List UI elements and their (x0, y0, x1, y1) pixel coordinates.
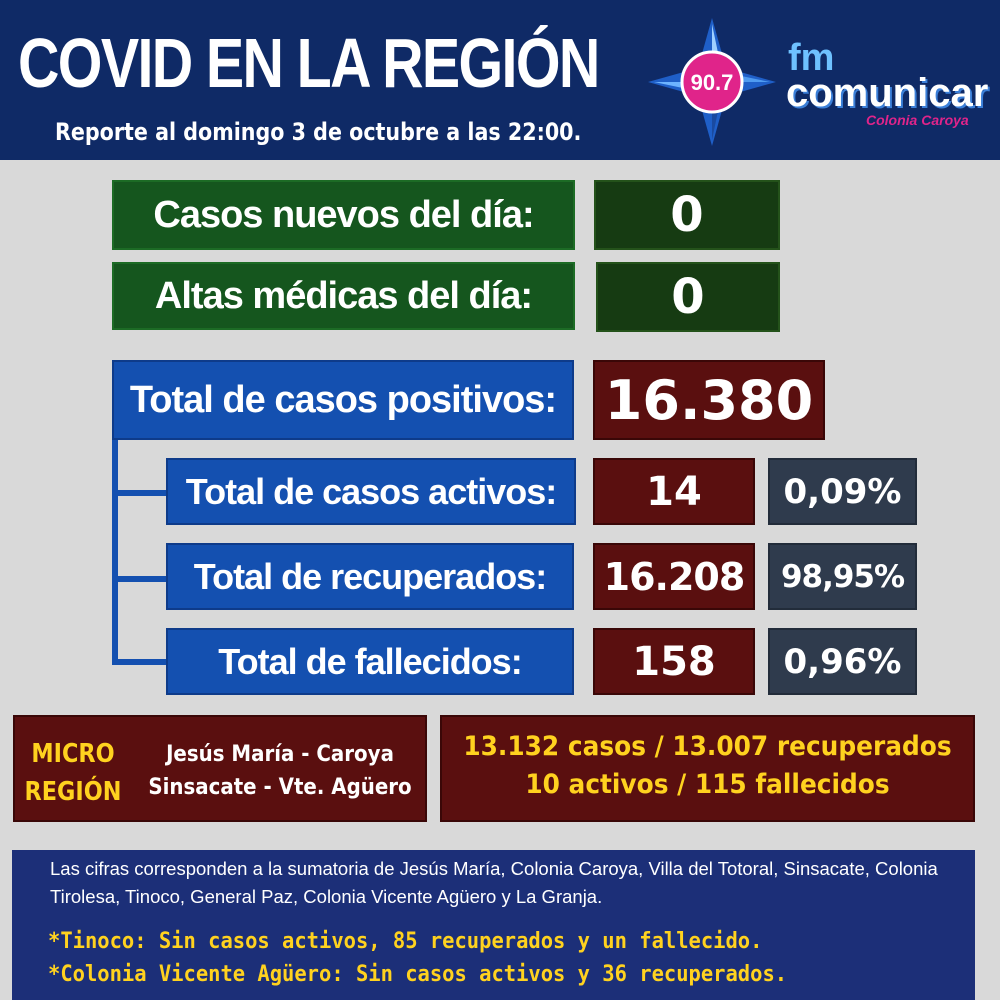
total-deaths-value: 158 (593, 628, 755, 695)
discharges-label: Altas médicas del día: (112, 262, 575, 330)
new-cases-label: Casos nuevos del día: (112, 180, 575, 250)
logo-town: Colonia Caroya (866, 110, 976, 130)
bracket-branch-active (112, 490, 168, 496)
micro-region-title-line2: REGIÓN (22, 773, 123, 811)
total-recovered-value: 16.208 (593, 543, 755, 610)
report-date-subtitle: Reporte al domingo 3 de octubre a las 22… (55, 115, 588, 149)
footer-note: Las cifras corresponden a la sumatoria d… (50, 855, 970, 915)
total-active-label: Total de casos activos: (166, 458, 576, 525)
micro-region-title-line1: MICRO (22, 735, 123, 773)
footer-agüero-note: *Colonia Vicente Agüero: Sin casos activ… (48, 958, 913, 992)
footer-tinoco-note: *Tinoco: Sin casos activos, 85 recuperad… (48, 925, 913, 959)
micro-region-stats-line1: 13.132 casos / 13.007 recuperados (452, 728, 963, 766)
total-active-percent: 0,09% (768, 458, 917, 525)
page-title: COVID EN LA REGIÓN (18, 8, 543, 118)
micro-region-towns-line2: Sinsacate - Vte. Agüero (145, 771, 415, 804)
new-cases-value: 0 (594, 180, 780, 250)
total-deaths-label: Total de fallecidos: (166, 628, 574, 695)
total-recovered-percent: 98,95% (768, 543, 917, 610)
micro-region-title: MICRO REGIÓN (22, 735, 123, 815)
micro-region-towns-line1: Jesús María - Caroya (145, 738, 415, 771)
total-recovered-label: Total de recuperados: (166, 543, 574, 610)
micro-region-stats-line2: 10 activos / 115 fallecidos (452, 766, 963, 804)
total-positive-value: 16.380 (593, 360, 825, 440)
discharges-value: 0 (596, 262, 780, 332)
micro-region-stats: 13.132 casos / 13.007 recuperados 10 act… (452, 728, 963, 808)
total-active-value: 14 (593, 458, 755, 525)
bracket-vertical (112, 437, 118, 665)
micro-region-towns: Jesús María - Caroya Sinsacate - Vte. Ag… (145, 738, 415, 808)
bracket-branch-recovered (112, 576, 168, 582)
total-positive-label: Total de casos positivos: (112, 360, 574, 440)
radio-star-logo-icon: 90.7 (648, 18, 776, 146)
logo-frequency: 90.7 (691, 70, 734, 95)
bracket-branch-deaths (112, 659, 168, 665)
total-deaths-percent: 0,96% (768, 628, 917, 695)
